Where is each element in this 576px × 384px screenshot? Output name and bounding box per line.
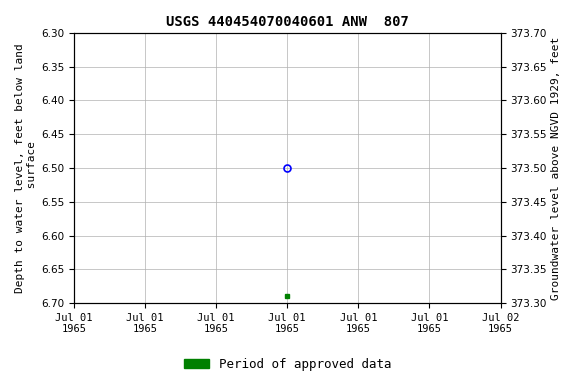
Title: USGS 440454070040601 ANW  807: USGS 440454070040601 ANW 807 [166, 15, 408, 29]
Y-axis label: Groundwater level above NGVD 1929, feet: Groundwater level above NGVD 1929, feet [551, 36, 561, 300]
Y-axis label: Depth to water level, feet below land
 surface: Depth to water level, feet below land su… [15, 43, 37, 293]
Legend: Period of approved data: Period of approved data [179, 353, 397, 376]
